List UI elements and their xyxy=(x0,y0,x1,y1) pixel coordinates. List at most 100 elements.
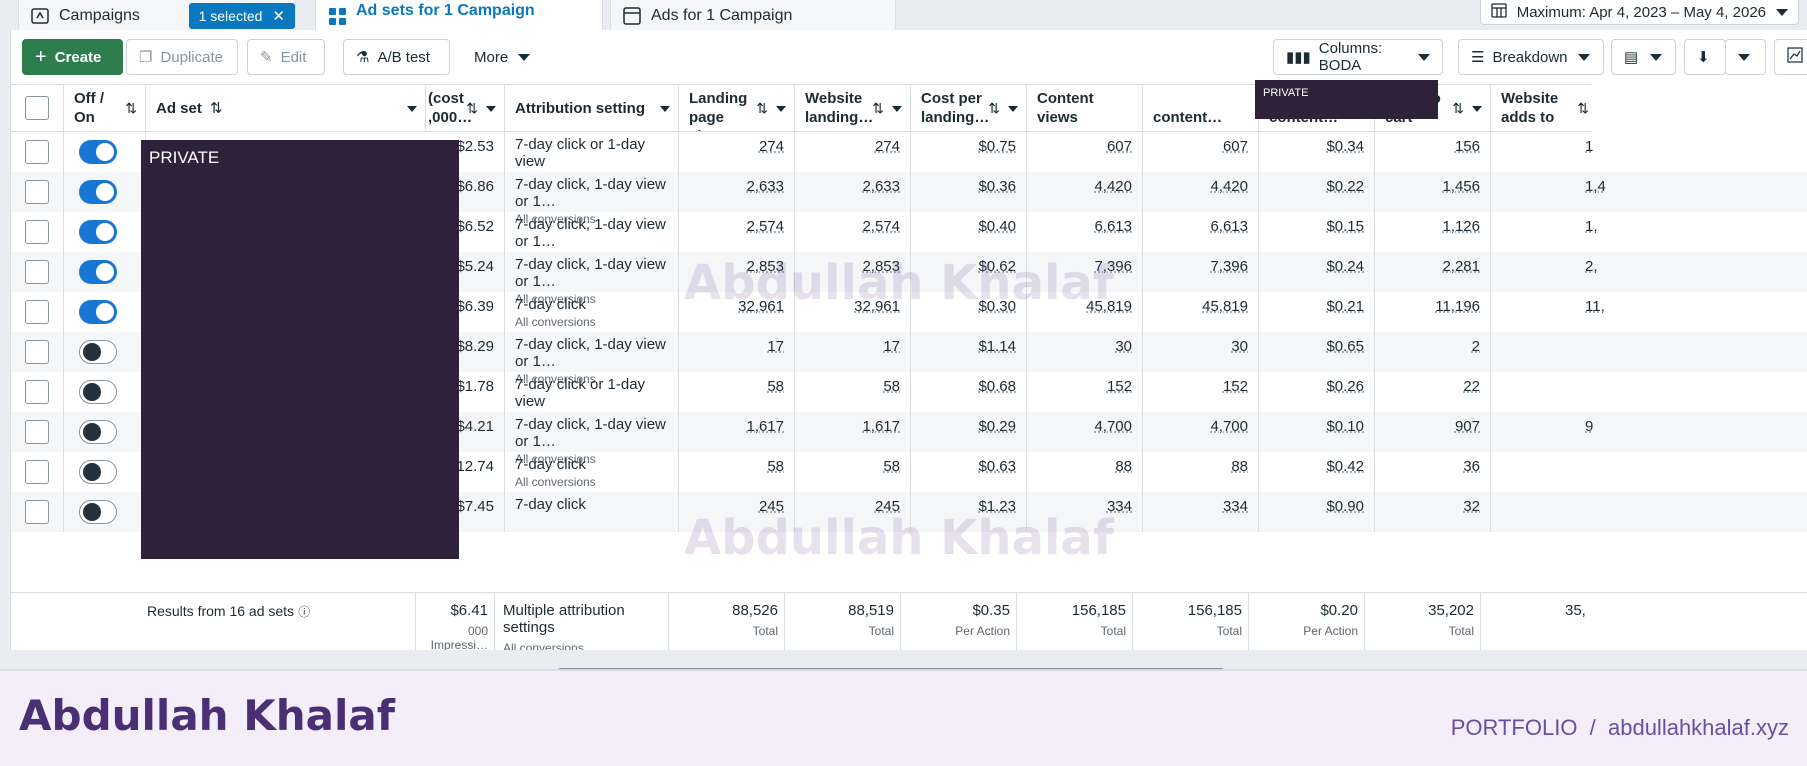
ab-test-button[interactable]: ⚗ A/B test xyxy=(343,39,450,75)
wcv-cell-value[interactable]: 30 xyxy=(1231,338,1248,355)
atc-cell-value[interactable]: 36 xyxy=(1463,458,1480,475)
atc-cell-value[interactable]: 2,281 xyxy=(1442,258,1480,275)
edit-button[interactable]: ✎ Edit xyxy=(247,39,325,75)
create-button[interactable]: + Create xyxy=(22,39,123,75)
chevron-down-icon[interactable] xyxy=(1008,106,1018,112)
cpc-cell-value[interactable]: $0.90 xyxy=(1326,498,1364,515)
delivery-toggle[interactable] xyxy=(79,340,117,364)
wl-cell-value[interactable]: 58 xyxy=(883,458,900,475)
atc-cell-value[interactable]: 1,126 xyxy=(1442,218,1480,235)
atc-cell-value[interactable]: 22 xyxy=(1463,378,1480,395)
reports-button[interactable]: ▤ xyxy=(1611,39,1676,75)
wl-cell-value[interactable]: 274 xyxy=(874,138,900,155)
wl-cell-value[interactable]: 58 xyxy=(883,378,900,395)
tab-ads[interactable]: Ads for 1 Campaign xyxy=(610,0,896,32)
header-attribution[interactable]: Attribution setting xyxy=(505,84,679,132)
wcv-cell-value[interactable]: 6,613 xyxy=(1210,218,1248,235)
wcv-cell-value[interactable]: 4,700 xyxy=(1210,418,1248,435)
duplicate-button[interactable]: ❐ Duplicate xyxy=(126,39,238,75)
lpv-cell-value[interactable]: 2,633 xyxy=(746,178,784,195)
delivery-toggle[interactable] xyxy=(79,300,117,324)
sort-icon[interactable]: ⇅ xyxy=(125,100,137,116)
cpc-cell-value[interactable]: $0.10 xyxy=(1326,418,1364,435)
chevron-down-icon[interactable] xyxy=(660,106,670,112)
wcv-cell-value[interactable]: 88 xyxy=(1231,458,1248,475)
wcv-cell-value[interactable]: 334 xyxy=(1222,498,1248,515)
watc-cell-value[interactable]: 9 xyxy=(1585,418,1594,435)
cost-cell-value[interactable]: $7.45 xyxy=(456,498,494,515)
cost-cell-value[interactable]: $2.53 xyxy=(456,138,494,155)
cpl-cell-value[interactable]: $1.14 xyxy=(978,338,1016,355)
row-checkbox[interactable] xyxy=(25,380,49,404)
lpv-cell-value[interactable]: 2,853 xyxy=(746,258,784,275)
cpc-cell-value[interactable]: $0.15 xyxy=(1326,218,1364,235)
sort-icon[interactable]: ⇅ xyxy=(1452,100,1464,116)
watc-cell-value[interactable]: 1, xyxy=(1585,218,1598,235)
tab-campaigns[interactable]: Campaigns 1 selected ✕ xyxy=(18,0,296,32)
cpl-cell-value[interactable]: $0.30 xyxy=(978,298,1016,315)
wl-cell-value[interactable]: 32,961 xyxy=(854,298,900,315)
chevron-down-icon[interactable] xyxy=(1472,106,1482,112)
cpl-cell-value[interactable]: $0.68 xyxy=(978,378,1016,395)
chevron-down-icon[interactable] xyxy=(486,106,496,112)
cv-cell-value[interactable]: 607 xyxy=(1106,138,1132,155)
export-button[interactable]: ⬇ xyxy=(1684,39,1726,75)
cv-cell-value[interactable]: 152 xyxy=(1106,378,1132,395)
cost-cell-value[interactable]: $6.39 xyxy=(456,298,494,315)
cpc-cell-value[interactable]: $0.34 xyxy=(1326,138,1364,155)
row-checkbox[interactable] xyxy=(25,220,49,244)
cost-cell-value[interactable]: $5.24 xyxy=(456,258,494,275)
row-checkbox[interactable] xyxy=(25,460,49,484)
wl-cell-value[interactable]: 17 xyxy=(883,338,900,355)
tab-adsets[interactable]: Ad sets for 1 Campaign xyxy=(315,0,603,32)
date-range-picker[interactable]: Maximum: Apr 4, 2023 – May 4, 2026 xyxy=(1479,0,1799,25)
lpv-cell-value[interactable]: 1,617 xyxy=(746,418,784,435)
cpc-cell-value[interactable]: $0.22 xyxy=(1326,178,1364,195)
cpc-cell-value[interactable]: $0.26 xyxy=(1326,378,1364,395)
wcv-cell-value[interactable]: 4,420 xyxy=(1210,178,1248,195)
cv-cell-value[interactable]: 4,420 xyxy=(1094,178,1132,195)
header-content-views[interactable]: Content views xyxy=(1027,84,1143,132)
watc-cell-value[interactable]: 1,4 xyxy=(1585,178,1606,195)
watc-cell-value[interactable]: 2, xyxy=(1585,258,1598,275)
info-icon[interactable]: ⓘ xyxy=(298,605,311,619)
cost-cell-value[interactable]: $6.86 xyxy=(456,178,494,195)
cv-cell-value[interactable]: 334 xyxy=(1106,498,1132,515)
lpv-cell-value[interactable]: 245 xyxy=(758,498,784,515)
selected-badge[interactable]: 1 selected ✕ xyxy=(188,2,295,29)
more-button[interactable]: More xyxy=(461,39,556,75)
table-row[interactable]: $6.39 7-day click All conversions 32,961 32,… xyxy=(11,292,1807,332)
delivery-toggle[interactable] xyxy=(79,500,117,524)
charts-button[interactable] xyxy=(1774,39,1807,75)
header-off-on[interactable]: Off / On ⇅ xyxy=(64,84,146,132)
delivery-toggle[interactable] xyxy=(79,260,117,284)
lpv-cell-value[interactable]: 274 xyxy=(758,138,784,155)
select-all-checkbox[interactable] xyxy=(25,96,49,120)
header-landing-page-views[interactable]: Landing page views ⇅ xyxy=(679,84,795,132)
cpl-cell-value[interactable]: $0.63 xyxy=(978,458,1016,475)
cpc-cell-value[interactable]: $0.42 xyxy=(1326,458,1364,475)
wcv-cell-value[interactable]: 45,819 xyxy=(1202,298,1248,315)
chevron-down-icon[interactable] xyxy=(892,106,902,112)
wcv-cell-value[interactable]: 7,396 xyxy=(1210,258,1248,275)
cpl-cell-value[interactable]: $0.62 xyxy=(978,258,1016,275)
atc-cell-value[interactable]: 907 xyxy=(1454,418,1480,435)
header-ad-set[interactable]: Ad set ⇅ xyxy=(146,84,426,132)
lpv-cell-value[interactable]: 32,961 xyxy=(738,298,784,315)
row-checkbox[interactable] xyxy=(25,500,49,524)
cv-cell-value[interactable]: 45,819 xyxy=(1086,298,1132,315)
cpl-cell-value[interactable]: $0.40 xyxy=(978,218,1016,235)
header-website-adds-to-cart[interactable]: Website adds to cart ⇅ xyxy=(1491,84,1591,132)
sort-icon[interactable]: ⇅ xyxy=(1577,100,1589,116)
cpl-cell-value[interactable]: $1.23 xyxy=(978,498,1016,515)
cpc-cell-value[interactable]: $0.65 xyxy=(1326,338,1364,355)
header-cost-per-landing[interactable]: Cost per landing… ⇅ xyxy=(911,84,1027,132)
row-checkbox[interactable] xyxy=(25,140,49,164)
sort-icon[interactable]: ⇅ xyxy=(466,100,478,116)
sort-icon[interactable]: ⇅ xyxy=(988,100,1000,116)
sort-icon[interactable]: ⇅ xyxy=(210,100,223,117)
cpc-cell-value[interactable]: $0.24 xyxy=(1326,258,1364,275)
table-row[interactable]: $12.74 7-day click All conversions 58 58 $0.6… xyxy=(11,452,1807,492)
cost-cell-value[interactable]: $12.74 xyxy=(448,458,494,475)
cost-cell-value[interactable]: $4.21 xyxy=(456,418,494,435)
